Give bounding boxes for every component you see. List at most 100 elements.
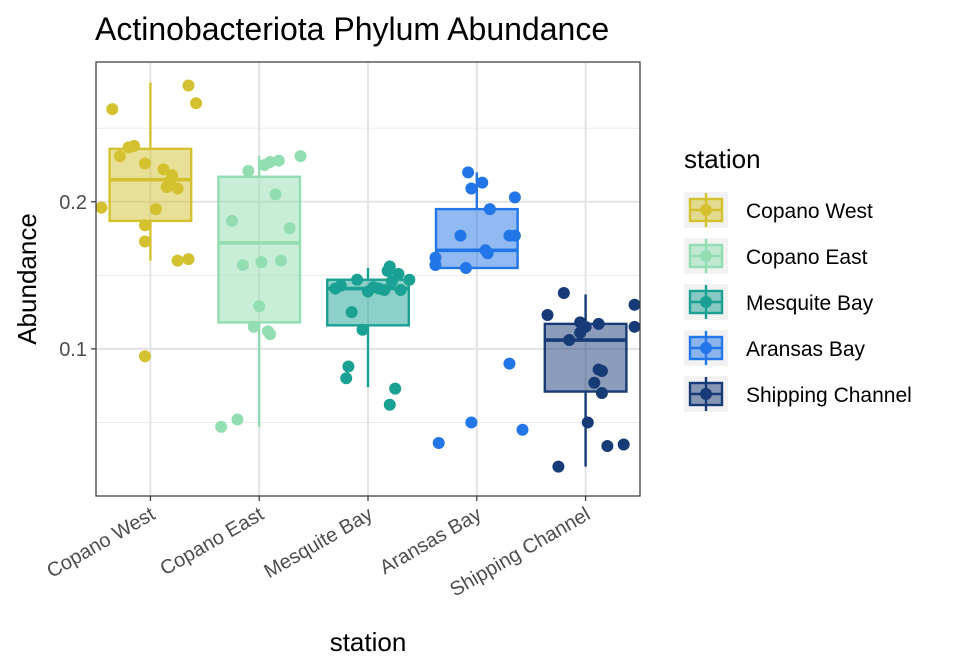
point-layer [95, 79, 641, 473]
data-point-copano-east [253, 300, 266, 313]
data-point-copano-west [149, 203, 162, 216]
data-point-shipping-channel [628, 320, 641, 333]
data-point-mesquite-bay [383, 398, 396, 411]
data-point-shipping-channel [595, 364, 608, 377]
data-point-aransas-bay [459, 261, 472, 274]
data-point-aransas-bay [481, 247, 494, 260]
legend-item-aransas-bay: Aransas Bay [684, 330, 866, 366]
legend-label: Aransas Bay [746, 338, 866, 361]
data-point-aransas-bay [476, 176, 489, 189]
data-point-mesquite-bay [389, 382, 402, 395]
data-point-aransas-bay [429, 259, 442, 272]
data-point-mesquite-bay [342, 360, 355, 373]
data-point-aransas-bay [465, 416, 478, 429]
data-point-shipping-channel [592, 317, 605, 330]
data-point-mesquite-bay [351, 273, 364, 286]
data-point-copano-west [138, 235, 151, 248]
x-tick-label-aransas-bay: Aransas Bay [376, 503, 485, 579]
data-point-copano-east [226, 214, 238, 227]
x-tick-label-mesquite-bay: Mesquite Bay [261, 503, 377, 583]
data-point-shipping-channel [581, 416, 594, 429]
box-iqr [434, 207, 519, 270]
data-point-copano-west [128, 139, 141, 152]
y-tick-label: 0.1 [59, 339, 87, 361]
box-iqr [217, 175, 302, 324]
data-point-copano-west [190, 97, 203, 110]
data-point-copano-west [106, 103, 119, 116]
legend-label: Shipping Channel [746, 384, 912, 407]
legend-item-shipping-channel: Shipping Channel [684, 376, 912, 412]
legend-key-point [700, 388, 712, 400]
data-point-copano-west [138, 350, 151, 363]
data-point-mesquite-bay [394, 284, 407, 297]
data-point-copano-east [242, 164, 255, 177]
box-copano-east [217, 156, 302, 427]
legend: station Copano West Copano East Mesquite B… [684, 144, 912, 412]
data-point-copano-east [231, 413, 244, 426]
legend-key-point [700, 250, 712, 262]
data-point-aransas-bay [462, 166, 475, 179]
data-point-aransas-bay [454, 229, 467, 242]
y-tick-label: 0.2 [59, 192, 87, 214]
data-point-mesquite-bay [356, 323, 369, 336]
data-point-mesquite-bay [378, 284, 391, 297]
data-point-copano-east [294, 150, 307, 163]
data-point-mesquite-bay [383, 260, 396, 273]
legend-label: Copano East [746, 246, 868, 269]
data-point-shipping-channel [579, 320, 592, 333]
chart-title: Actinobacteriota Phylum Abundance [95, 11, 609, 47]
data-point-copano-east [269, 188, 282, 201]
data-point-copano-west [182, 253, 195, 266]
data-point-copano-east [247, 320, 260, 333]
legend-item-copano-west: Copano West [684, 192, 873, 228]
data-point-shipping-channel [628, 298, 641, 311]
legend-item-copano-east: Copano East [684, 238, 868, 274]
data-point-mesquite-bay [340, 372, 353, 385]
data-point-shipping-channel [552, 460, 565, 473]
data-point-copano-east [274, 254, 287, 267]
data-point-shipping-channel [557, 286, 570, 299]
legend-title: station [684, 144, 761, 174]
data-point-copano-west [171, 182, 184, 195]
data-point-shipping-channel [595, 387, 608, 400]
data-point-aransas-bay [508, 191, 521, 204]
legend-key-point [700, 296, 712, 308]
data-point-copano-east [236, 259, 249, 272]
data-point-shipping-channel [601, 439, 614, 452]
data-point-copano-east [255, 256, 268, 269]
x-axis-title: station [330, 627, 407, 657]
data-point-aransas-bay [508, 229, 521, 242]
x-tick-label-copano-east: Copano East [157, 503, 269, 580]
data-point-copano-east [215, 420, 228, 433]
y-axis-title: Abundance [12, 213, 42, 345]
data-point-copano-west [171, 254, 184, 267]
plot-panel [95, 61, 641, 497]
legend-item-mesquite-bay: Mesquite Bay [684, 284, 874, 320]
data-point-copano-east [264, 156, 277, 169]
data-point-aransas-bay [432, 437, 445, 450]
data-point-mesquite-bay [345, 306, 358, 319]
data-point-aransas-bay [465, 182, 478, 195]
data-point-mesquite-bay [403, 273, 416, 286]
data-point-shipping-channel [563, 334, 576, 347]
data-point-mesquite-bay [385, 275, 398, 288]
data-point-copano-west [138, 219, 151, 232]
legend-key-point [700, 204, 712, 216]
legend-label: Copano West [746, 200, 873, 223]
data-point-copano-west [182, 79, 195, 92]
data-point-aransas-bay [516, 423, 529, 436]
data-point-aransas-bay [503, 357, 516, 370]
legend-key-point [700, 342, 712, 354]
x-tick-label-copano-west: Copano West [43, 503, 159, 583]
data-point-copano-west [163, 175, 176, 188]
legend-items: Copano West Copano East Mesquite Bay Aransa… [684, 192, 912, 412]
data-point-shipping-channel [588, 376, 601, 389]
y-axis: 0.1 0.2 [59, 192, 96, 361]
legend-label: Mesquite Bay [746, 292, 874, 315]
data-point-copano-west [95, 201, 108, 214]
data-point-copano-west [113, 150, 126, 163]
data-point-copano-east [283, 222, 296, 235]
data-point-aransas-bay [483, 203, 496, 216]
